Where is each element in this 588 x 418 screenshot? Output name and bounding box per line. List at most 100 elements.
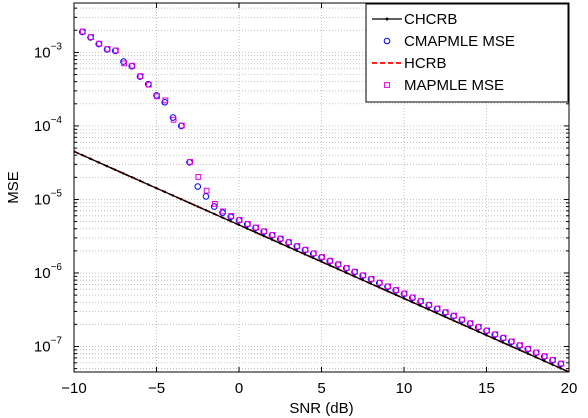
series-point-mapmle [88,34,94,40]
series-point-mapmle [426,301,433,308]
series-point-mapmle [409,294,416,301]
series-point-mapmle [525,345,532,352]
series-point-mapmle [467,320,474,327]
series-point-chcrb [444,315,447,319]
series-point-mapmle [533,349,540,356]
series-point-mapmle [187,159,193,165]
series-point-cmapmle [194,183,202,190]
series-point-chcrb [97,161,100,164]
series-point-chcrb [237,223,241,227]
series-point-mapmle [145,81,152,88]
series-point-mapmle [352,268,359,275]
series-point-mapmle [96,40,103,47]
series-point-chcrb [452,319,455,322]
series-point-mapmle [319,254,326,260]
series-point-mapmle [401,290,408,297]
series-point-chcrb [353,275,356,278]
series-point-chcrb [171,194,175,197]
series-point-mapmle [508,338,515,345]
series-point-chcrb [328,264,331,267]
series-point-chcrb [320,260,323,263]
series-point-chcrb [122,172,125,175]
series-point-mapmle [129,62,136,69]
series-point-mapmle [418,298,425,304]
y-axis-label: MSE [5,171,22,204]
series-point-chcrb [105,164,109,168]
series-point-chcrb [411,300,414,304]
series-point-chcrb [270,238,274,241]
series-point-mapmle [343,264,350,271]
series-point-mapmle [269,232,276,238]
series-point-mapmle [393,287,400,293]
series-point-chcrb [287,245,290,249]
legend-marker-cmapmle-mse [383,37,391,45]
series-point-mapmle [294,243,301,249]
series-point-mapmle [253,224,259,231]
series-point-chcrb [114,168,117,172]
series-point-mapmle [236,217,243,223]
legend-label-hcrb: HCRB [404,55,447,72]
series-point-chcrb [419,304,422,308]
series-point-mapmle [79,28,86,35]
series-point-mapmle [558,360,565,367]
series-point-cmapmle [202,193,210,200]
series-point-chcrb [89,157,92,160]
series-point-chcrb [262,234,265,238]
series-point-chcrb [221,216,224,219]
series-point-chcrb [246,227,249,230]
series-point-mapmle [451,312,458,319]
series-group [74,28,569,372]
series-point-mapmle [211,200,218,207]
legend-marker-mapmle-mse [384,82,390,88]
series-point-mapmle [228,213,235,219]
series-layer [74,28,569,372]
y-tick-label: 10−7 [34,336,63,356]
series-point-chcrb [394,293,397,297]
series-point-mapmle [475,323,482,330]
series-point-mapmle [178,122,185,129]
series-point-mapmle [500,334,507,341]
legend-marker-chcrb [385,17,389,21]
series-point-chcrb [518,348,521,352]
series-point-mapmle [376,279,383,286]
legend-label-mapmle-mse: MAPMLE MSE [404,77,504,94]
y-tick-label: 10−6 [34,262,63,282]
series-point-mapmle [203,187,210,194]
series-point-mapmle [195,174,202,180]
series-point-chcrb [378,286,381,289]
series-point-chcrb [336,267,340,271]
legend-label-chcrb: CHCRB [404,11,457,28]
series-point-mapmle [104,46,111,52]
series-point-mapmle [327,257,334,264]
series-point-mapmle [550,356,557,363]
series-point-chcrb [254,231,257,234]
series-point-chcrb [361,278,364,282]
series-point-mapmle [261,228,268,235]
series-point-chcrb [130,175,133,179]
legend: CHCRB CMAPMLE MSE HCRB MAPMLE MSE [365,3,569,103]
series-point-mapmle [459,316,466,323]
series-point-mapmle [137,73,144,80]
x-tick-label: 0 [235,380,243,397]
series-point-chcrb [551,363,554,366]
x-axis-label: SNR (dB) [289,400,353,417]
series-point-mapmle [492,331,499,338]
series-point-chcrb [510,345,513,348]
series-point-chcrb [543,359,546,363]
series-point-chcrb [485,334,488,337]
series-point-chcrb [188,201,191,205]
series-point-mapmle [286,239,293,245]
series-point-mapmle [244,220,251,227]
x-tick-label: 15 [478,380,495,397]
series-point-chcrb [295,249,298,252]
series-point-chcrb [345,271,348,274]
series-point-chcrb [303,253,307,256]
series-point-mapmle [484,327,491,334]
series-point-chcrb [204,209,208,212]
y-tick-label: 10−4 [34,115,63,135]
series-point-mapmle [112,47,119,54]
legend-label-cmapmle-mse: CMAPMLE MSE [404,33,515,50]
series-point-chcrb [477,330,480,333]
series-point-chcrb [312,256,315,260]
series-point-chcrb [501,341,505,344]
